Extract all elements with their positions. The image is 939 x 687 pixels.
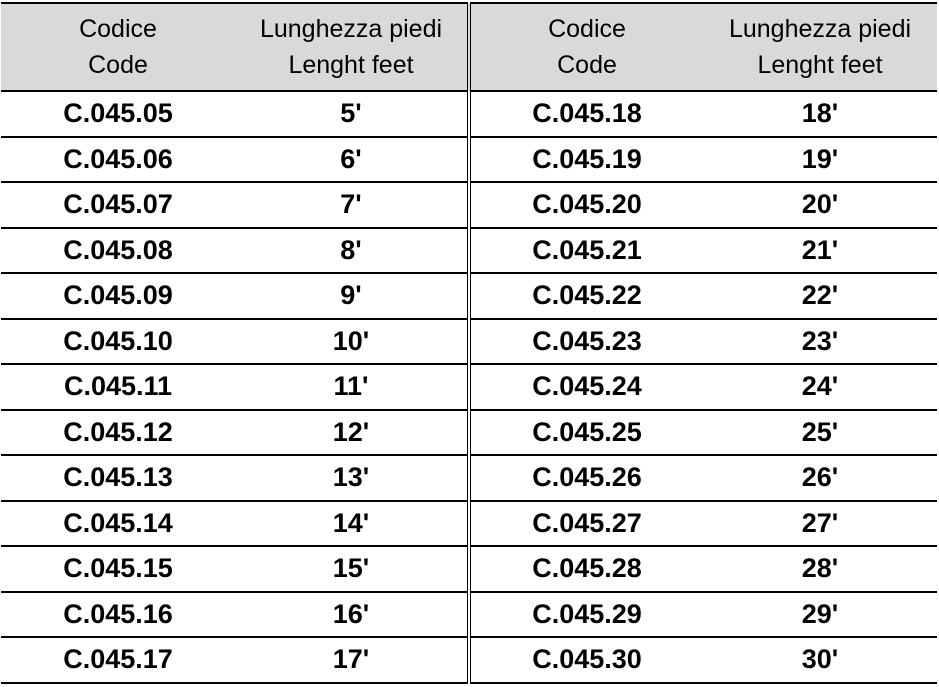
length-cell: 26': [703, 455, 937, 502]
length-cell: 22': [703, 273, 937, 320]
length-cell: 14': [235, 500, 471, 547]
length-cell: 5': [235, 91, 471, 138]
table-row: C.045.15 15' C.045.28 28': [1, 546, 937, 593]
length-cell: 11': [235, 364, 471, 411]
code-cell: C.045.27: [469, 500, 703, 547]
length-cell: 27': [703, 500, 937, 547]
length-cell: 19': [703, 136, 937, 183]
code-cell: C.045.08: [1, 227, 235, 274]
header-code: Codice Code: [469, 2, 703, 92]
length-cell: 30': [703, 637, 937, 684]
code-cell: C.045.22: [469, 273, 703, 320]
table-row: C.045.14 14' C.045.27 27': [1, 500, 937, 547]
table-row: C.045.05 5' C.045.18 18': [1, 91, 937, 138]
length-cell: 10': [235, 318, 471, 365]
table-row: C.045.13 13' C.045.26 26': [1, 455, 937, 502]
length-cell: 15': [235, 546, 471, 593]
header-code: Codice Code: [1, 2, 235, 92]
code-cell: C.045.30: [469, 637, 703, 684]
length-cell: 24': [703, 364, 937, 411]
code-cell: C.045.13: [1, 455, 235, 502]
length-cell: 18': [703, 91, 937, 138]
code-cell: C.045.12: [1, 409, 235, 456]
length-cell: 23': [703, 318, 937, 365]
length-cell: 25': [703, 409, 937, 456]
header-row: Codice Code Lunghezza piedi Lenght feet Co…: [1, 2, 937, 92]
table-row: C.045.06 6' C.045.19 19': [1, 136, 937, 183]
length-cell: 7': [235, 182, 471, 229]
table-row: C.045.17 17' C.045.30 30': [1, 637, 937, 684]
code-cell: C.045.28: [469, 546, 703, 593]
code-cell: C.045.29: [469, 591, 703, 638]
length-cell: 13': [235, 455, 471, 502]
code-cell: C.045.26: [469, 455, 703, 502]
length-cell: 17': [235, 637, 471, 684]
table-row: C.045.10 10' C.045.23 23': [1, 318, 937, 365]
length-cell: 12': [235, 409, 471, 456]
code-cell: C.045.07: [1, 182, 235, 229]
code-cell: C.045.06: [1, 136, 235, 183]
length-cell: 8': [235, 227, 471, 274]
code-cell: C.045.09: [1, 273, 235, 320]
header-length: Lunghezza piedi Lenght feet: [703, 2, 937, 92]
length-cell: 21': [703, 227, 937, 274]
code-cell: C.045.17: [1, 637, 235, 684]
length-cell: 9': [235, 273, 471, 320]
code-cell: C.045.16: [1, 591, 235, 638]
length-cell: 6': [235, 136, 471, 183]
length-cell: 16': [235, 591, 471, 638]
table-row: C.045.08 8' C.045.21 21': [1, 227, 937, 274]
table-row: C.045.07 7' C.045.20 20': [1, 182, 937, 229]
code-cell: C.045.18: [469, 91, 703, 138]
table-row: C.045.11 11' C.045.24 24': [1, 364, 937, 411]
code-cell: C.045.10: [1, 318, 235, 365]
table-row: C.045.16 16' C.045.29 29': [1, 591, 937, 638]
code-cell: C.045.15: [1, 546, 235, 593]
header-length: Lunghezza piedi Lenght feet: [235, 2, 471, 92]
length-cell: 20': [703, 182, 937, 229]
code-cell: C.045.23: [469, 318, 703, 365]
code-cell: C.045.20: [469, 182, 703, 229]
code-cell: C.045.05: [1, 91, 235, 138]
table-row: C.045.09 9' C.045.22 22': [1, 273, 937, 320]
table-row: C.045.12 12' C.045.25 25': [1, 409, 937, 456]
code-cell: C.045.24: [469, 364, 703, 411]
code-cell: C.045.25: [469, 409, 703, 456]
length-cell: 29': [703, 591, 937, 638]
code-cell: C.045.19: [469, 136, 703, 183]
code-cell: C.045.14: [1, 500, 235, 547]
code-cell: C.045.11: [1, 364, 235, 411]
length-cell: 28': [703, 546, 937, 593]
code-cell: C.045.21: [469, 227, 703, 274]
